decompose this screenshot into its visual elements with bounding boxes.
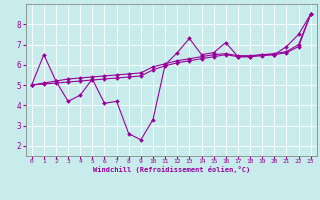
X-axis label: Windchill (Refroidissement éolien,°C): Windchill (Refroidissement éolien,°C) <box>92 166 250 173</box>
